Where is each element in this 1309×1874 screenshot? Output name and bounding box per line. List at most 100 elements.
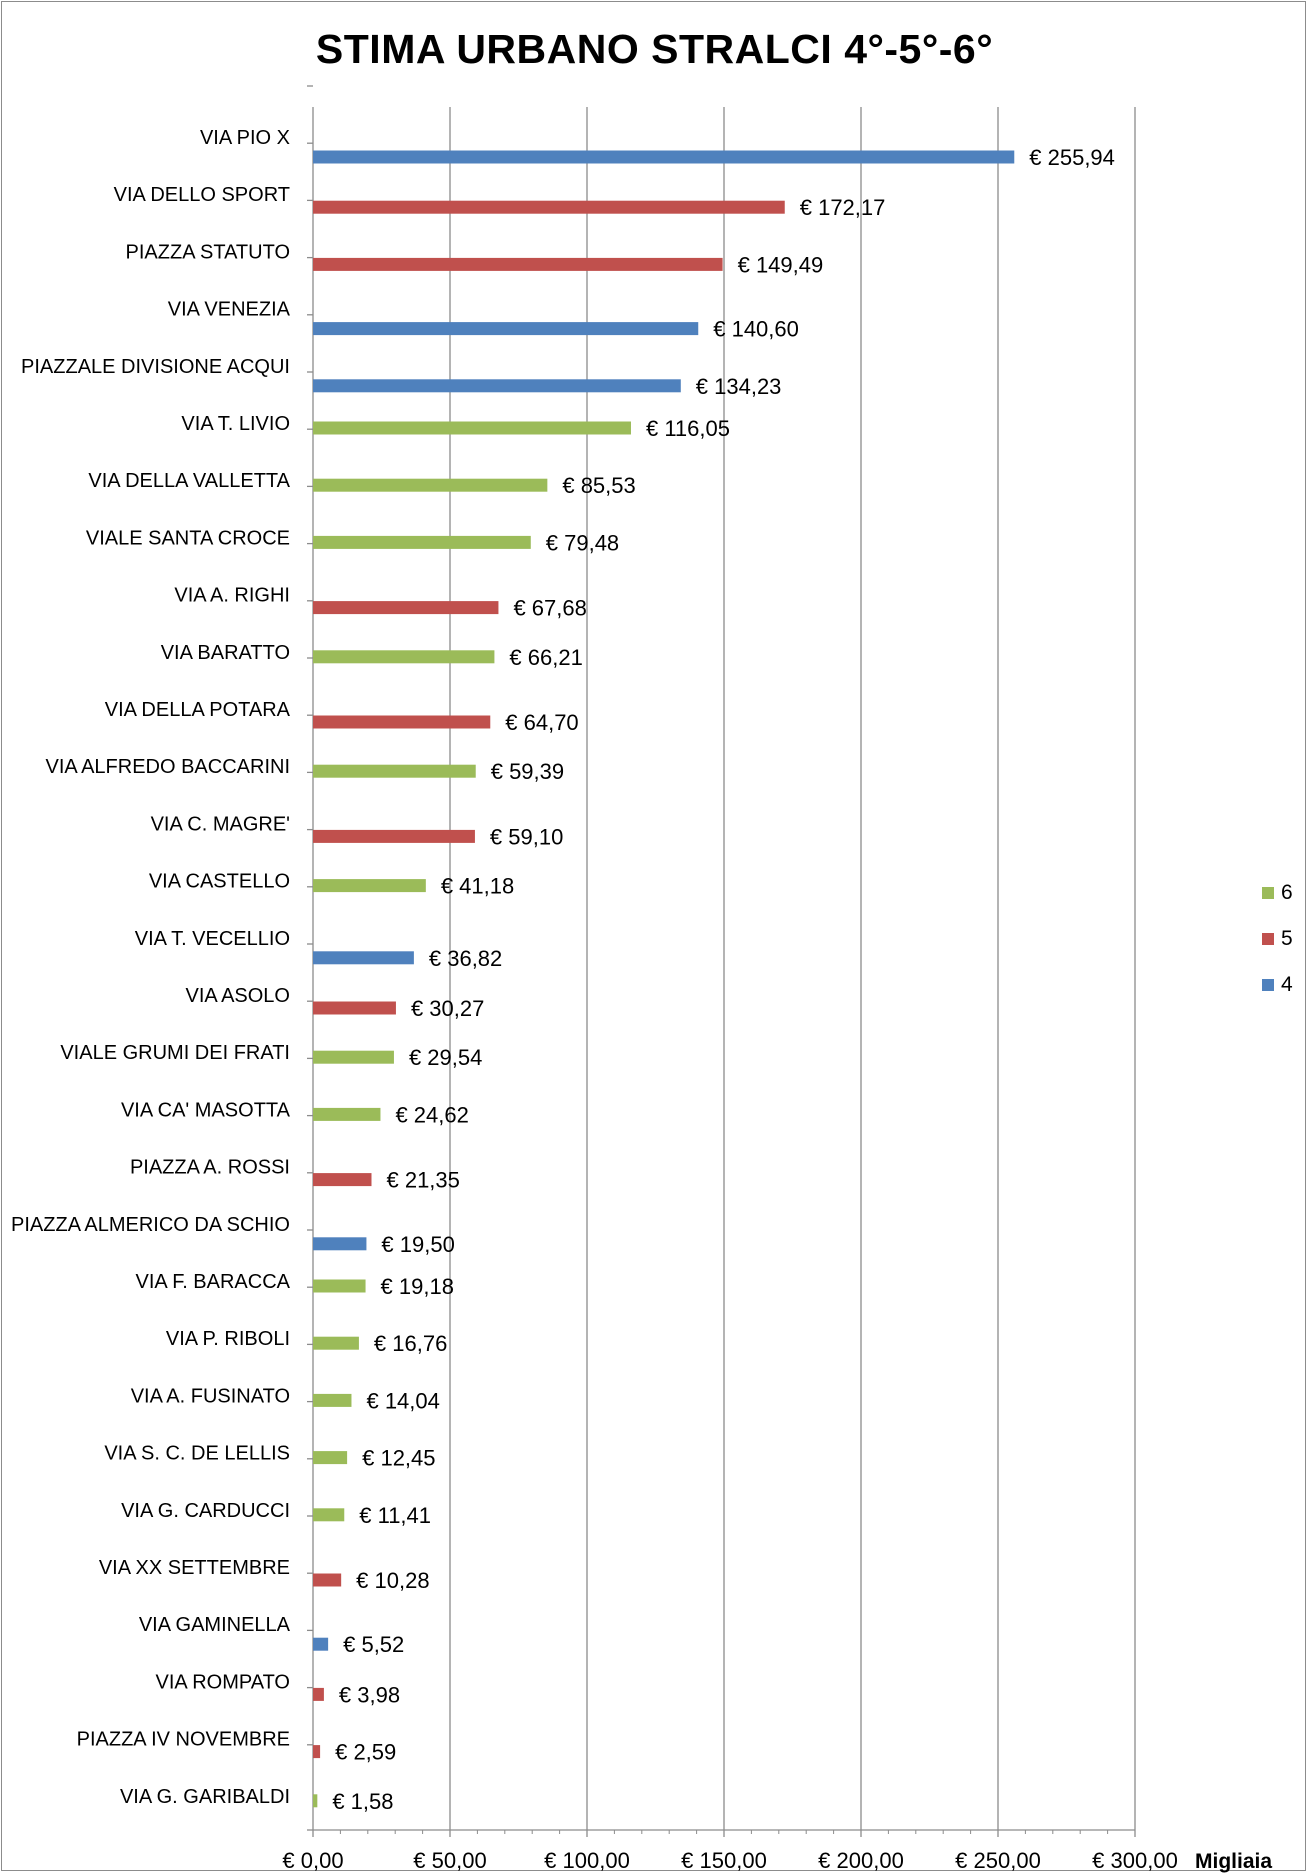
- data-label: € 66,21: [509, 645, 582, 670]
- x-tick-label: € 50,00: [413, 1848, 486, 1873]
- legend-label: 6: [1281, 881, 1293, 904]
- bar: [313, 535, 531, 549]
- bar: [313, 829, 475, 843]
- legend-label: 4: [1281, 973, 1293, 996]
- bar: [313, 764, 476, 778]
- category-label: VIALE GRUMI DEI FRATI: [60, 1042, 290, 1064]
- legend-swatch: [1262, 979, 1274, 991]
- bar: [313, 257, 723, 271]
- category-label: VIA CASTELLO: [149, 871, 290, 893]
- data-label: € 3,98: [339, 1682, 400, 1707]
- data-label: € 30,27: [411, 996, 484, 1021]
- bar: [313, 1687, 324, 1701]
- bar: [313, 421, 631, 435]
- bar: [313, 1451, 348, 1465]
- data-label: € 67,68: [513, 596, 586, 621]
- category-label: VIA T. VECELLIO: [135, 928, 290, 950]
- category-label: VIA BARATTO: [161, 642, 290, 664]
- category-label: VIA CA' MASOTTA: [121, 1099, 291, 1121]
- category-label: VIALE SANTA CROCE: [86, 527, 290, 549]
- bar: [313, 1336, 359, 1350]
- data-label: € 85,53: [562, 473, 635, 498]
- data-label: € 19,18: [381, 1274, 454, 1299]
- bar: [313, 200, 785, 214]
- data-label: € 12,45: [362, 1446, 435, 1471]
- data-label: € 134,23: [696, 374, 782, 399]
- x-tick-label: € 300,00: [1092, 1848, 1178, 1873]
- data-label: € 24,62: [395, 1102, 468, 1127]
- data-label: € 255,94: [1029, 145, 1115, 170]
- bar: [313, 1393, 352, 1407]
- x-tick-label: € 250,00: [955, 1848, 1041, 1873]
- x-tick-label: € 200,00: [818, 1848, 904, 1873]
- category-label: VIA P. RIBOLI: [166, 1328, 290, 1350]
- x-tick-label: € 100,00: [544, 1848, 630, 1873]
- category-label: VIA F. BARACCA: [136, 1271, 291, 1293]
- bar: [313, 601, 499, 615]
- category-label: VIA DELLO SPORT: [114, 184, 290, 206]
- data-label: € 172,17: [800, 195, 886, 220]
- category-label: VIA PIO X: [200, 127, 290, 149]
- category-label: VIA C. MAGRE': [151, 813, 290, 835]
- category-label: PIAZZALE DIVISIONE ACQUI: [21, 356, 290, 378]
- data-label: € 16,76: [374, 1331, 447, 1356]
- data-label: € 116,05: [646, 416, 730, 441]
- legend-label: 5: [1281, 927, 1293, 950]
- data-label: € 59,10: [490, 824, 563, 849]
- chart-title: STIMA URBANO STRALCI 4°-5°-6°: [315, 26, 994, 72]
- axis-unit-label: Migliaia: [1195, 1850, 1272, 1873]
- category-label: VIA ROMPATO: [156, 1671, 290, 1693]
- data-label: € 11,41: [359, 1503, 431, 1528]
- data-label: € 149,49: [738, 252, 824, 277]
- bar: [313, 1508, 345, 1522]
- bar: [313, 879, 426, 893]
- data-label: € 140,60: [713, 317, 799, 342]
- bar: [313, 478, 548, 492]
- bar: [313, 1637, 329, 1651]
- bar: [313, 1173, 372, 1187]
- bar: [313, 1279, 366, 1293]
- data-label: € 41,18: [441, 874, 514, 899]
- category-label: VIA G. CARDUCCI: [121, 1500, 290, 1522]
- category-label: VIA T. LIVIO: [181, 413, 290, 435]
- category-label: VIA G. GARIBALDI: [120, 1786, 290, 1808]
- category-label: VIA XX SETTEMBRE: [99, 1557, 290, 1579]
- data-label: € 59,39: [491, 759, 564, 784]
- bar: [313, 650, 495, 664]
- bar: [313, 1237, 367, 1251]
- category-label: PIAZZA ALMERICO DA SCHIO: [11, 1214, 290, 1236]
- category-label: VIA A. RIGHI: [174, 585, 290, 607]
- bar: [313, 1745, 321, 1759]
- data-label: € 14,04: [366, 1388, 439, 1413]
- x-tick-label: € 0,00: [282, 1848, 343, 1873]
- data-label: € 64,70: [505, 710, 578, 735]
- category-label: VIA VENEZIA: [168, 299, 291, 321]
- category-label: VIA DELLA VALLETTA: [88, 470, 290, 492]
- bar: [313, 322, 699, 336]
- legend-swatch: [1262, 887, 1274, 899]
- bar: [313, 1794, 318, 1808]
- bar: [313, 1573, 342, 1587]
- data-label: € 5,52: [343, 1632, 404, 1657]
- category-label: VIA ASOLO: [185, 985, 290, 1007]
- bar: [313, 1050, 394, 1064]
- data-label: € 1,58: [332, 1789, 393, 1814]
- bar: [313, 1001, 396, 1015]
- category-label: PIAZZA STATUTO: [126, 241, 290, 263]
- bar: [313, 379, 681, 393]
- data-label: € 36,82: [429, 946, 502, 971]
- legend-swatch: [1262, 933, 1274, 945]
- category-label: PIAZZA IV NOVEMBRE: [77, 1729, 290, 1751]
- bar: [313, 715, 491, 729]
- category-label: VIA DELLA POTARA: [105, 699, 291, 721]
- data-label: € 19,50: [381, 1232, 454, 1257]
- x-tick-label: € 150,00: [681, 1848, 767, 1873]
- category-label: VIA S. C. DE LELLIS: [104, 1443, 290, 1465]
- data-label: € 21,35: [386, 1168, 459, 1193]
- category-label: VIA ALFREDO BACCARINI: [45, 756, 290, 778]
- bar: [313, 1107, 381, 1121]
- bar: [313, 951, 414, 965]
- category-label: VIA GAMINELLA: [139, 1614, 291, 1636]
- bar: [313, 150, 1015, 164]
